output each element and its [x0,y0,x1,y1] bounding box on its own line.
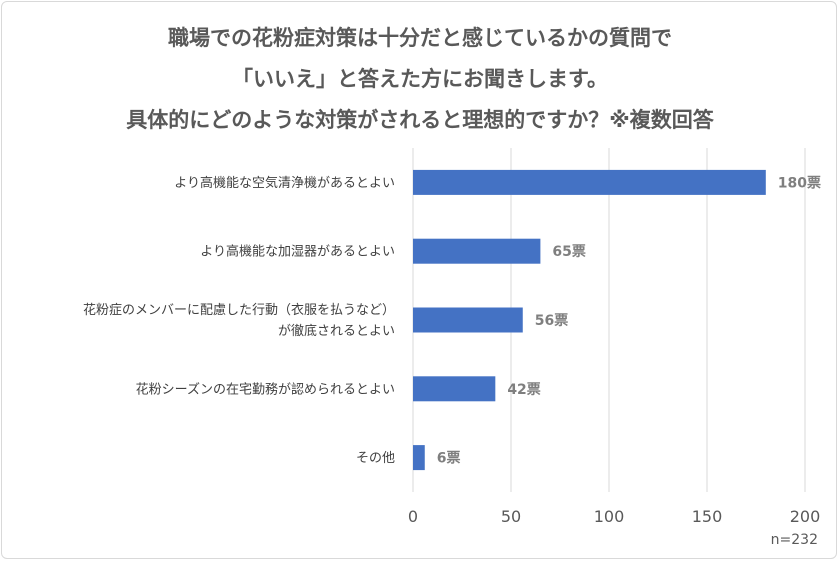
category-label: より高機能な加湿器があるとよい [200,244,395,260]
bars [413,169,766,471]
sample-size-note: n=232 [770,532,818,548]
category-label: 花粉シーズンの在宅勤務が認められるとよい [136,381,395,397]
data-label: 65票 [552,244,585,260]
x-tick-label: 200 [790,507,821,526]
data-label: 56票 [535,313,568,329]
category-labels: より高機能な空気清浄機があるとよいより高機能な加湿器があるとよい花粉症のメンバー… [83,175,395,466]
chart-title-line-2: 「いいえ」と答えた方にお聞きします。 [232,67,608,91]
x-tick-label: 0 [408,507,418,526]
chart-title-line-1: 職場での花粉症対策は十分だと感じているかの質問で [168,26,672,50]
data-label: 42票 [507,382,540,398]
bar [413,169,766,195]
data-label: 180票 [778,175,821,191]
x-axis-ticks: 0 50 100 150 200 [408,507,820,526]
bar [413,307,523,333]
category-label: が徹底されるとよい [278,323,395,339]
data-label: 6票 [437,451,461,467]
bar [413,445,425,471]
bar [413,376,496,402]
category-label: 花粉症のメンバーに配慮した行動（衣服を払うなど） [83,302,395,318]
x-tick-label: 100 [594,507,625,526]
category-label: より高機能な空気清浄機があるとよい [174,175,395,191]
x-tick-label: 150 [692,507,723,526]
chart-title-line-3: 具体的にどのような対策がされると理想的ですか？※複数回答 [126,108,714,132]
data-labels: 180票 65票 56票 42票 6票 [437,175,821,466]
x-tick-label: 50 [501,507,521,526]
category-label: その他 [356,451,395,466]
bar [413,238,541,264]
